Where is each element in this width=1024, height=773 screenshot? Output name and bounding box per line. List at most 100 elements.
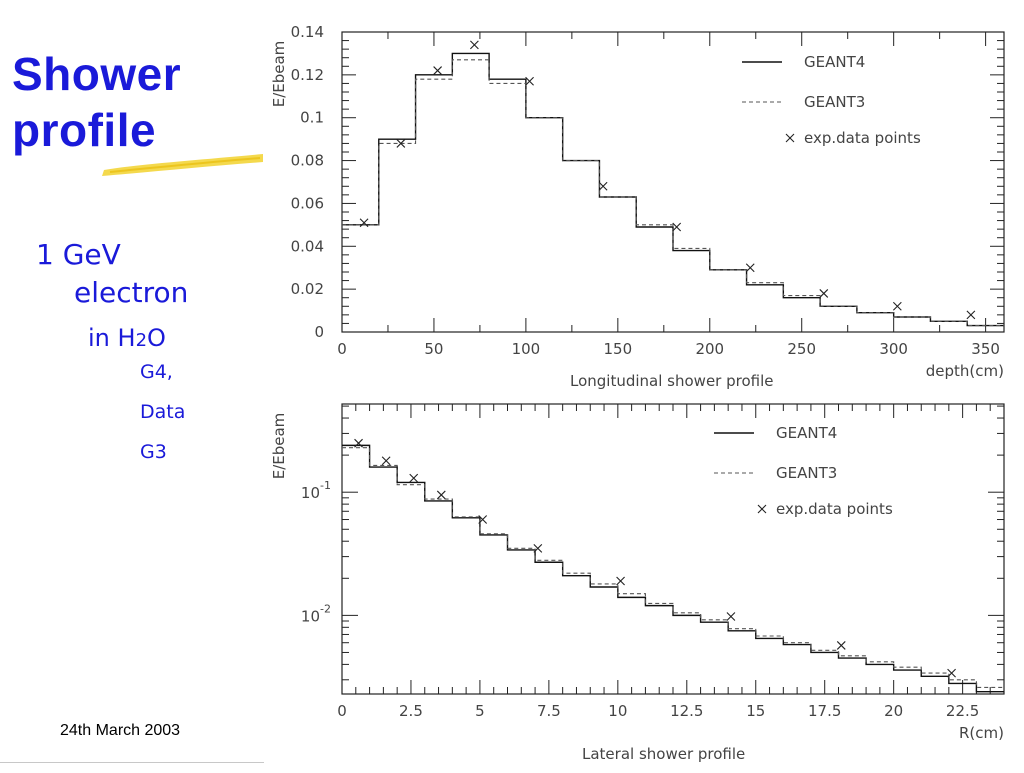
marker-stroke	[433, 66, 443, 75]
geant4-series-line	[342, 444, 1004, 693]
bullet-level1: 1 GeV electron	[36, 236, 188, 312]
bullet-text: Data	[140, 401, 186, 423]
marker-stroke	[785, 133, 795, 143]
data-point-marker	[892, 301, 902, 311]
data-point-marker	[436, 490, 446, 500]
bullet-list: 1 GeV electron in H2O G4, Data G3	[36, 236, 188, 472]
marker-stroke	[836, 641, 846, 650]
x-tick-label: 7.5	[537, 702, 561, 720]
legend-data-marker	[757, 504, 767, 514]
marker-stroke	[381, 456, 391, 466]
x-tick-label: 250	[787, 340, 816, 358]
plot-frame	[341, 403, 1005, 695]
marker-stroke	[947, 668, 956, 678]
marker-stroke	[726, 612, 736, 621]
data-point-marker	[470, 40, 479, 50]
data-point-marker	[354, 438, 363, 448]
marker-stroke	[478, 515, 488, 524]
x-tick-label: 100	[512, 340, 541, 358]
marker-stroke	[525, 76, 534, 86]
bullet-text: G3	[140, 441, 167, 463]
data-point-marker	[478, 515, 488, 524]
x-axis-label: depth(cm)	[926, 362, 1004, 380]
geant3-series-line	[342, 59, 1004, 327]
bullet-text: G4,	[140, 361, 173, 383]
slide-date: 24th March 2003	[60, 722, 181, 739]
legend-geant4-label: GEANT4	[776, 424, 837, 442]
data-point-marker	[819, 289, 829, 298]
bullet-level3: G4, Data G3	[36, 352, 188, 472]
x-tick-label: 0	[337, 340, 347, 358]
slide-title-line2: profile	[12, 104, 157, 156]
marker-stroke	[892, 301, 902, 311]
y-tick-label: 0.04	[291, 237, 324, 255]
x-tick-label: 2.5	[399, 702, 423, 720]
data-point-marker	[947, 668, 956, 678]
subscript: 2	[135, 330, 148, 351]
x-tick-label: 200	[695, 340, 724, 358]
bullet-text: 1 GeV	[36, 238, 121, 271]
x-tick-label: 22.5	[946, 702, 979, 720]
x-tick-label: 0	[337, 702, 347, 720]
y-tick-label: 0.14	[291, 26, 324, 41]
marker-stroke	[745, 263, 755, 273]
y-tick-label: 10	[301, 607, 320, 625]
bullet-text: in H	[88, 324, 136, 352]
y-tick-label: 0.1	[300, 109, 324, 127]
shower-profile-plots: 0 0.02 0.04 0.06 0.08 0.1 0.12 0.14 0 50 100 150 200…	[270, 23, 1005, 763]
plot-frame	[341, 31, 1005, 333]
x-tick-label: 50	[424, 340, 443, 358]
chart-title: Longitudinal shower profile	[570, 372, 774, 390]
data-point-marker	[359, 218, 369, 228]
y-axis-label: E/Ebeam	[270, 41, 288, 108]
marker-stroke	[672, 222, 682, 232]
marker-stroke	[757, 504, 767, 514]
data-point-marker	[381, 456, 391, 466]
marker-stroke	[436, 490, 446, 500]
bullet-text: O	[147, 324, 166, 352]
highlighter-swoosh	[102, 154, 263, 176]
chart-title: Lateral shower profile	[582, 745, 745, 763]
marker-stroke	[966, 310, 976, 320]
legend-data-label: exp.data points	[804, 129, 921, 147]
marker-stroke	[616, 576, 625, 586]
data-point-marker	[533, 543, 543, 553]
y-axis-label: E/Ebeam	[270, 413, 288, 480]
y-tick-label: 0.12	[291, 66, 324, 84]
plot-area: 0 0.02 0.04 0.06 0.08 0.1 0.12 0.14 0 50 100 150 200…	[264, 23, 1024, 768]
data-point-marker	[409, 473, 419, 483]
data-point-marker	[672, 222, 682, 232]
y-tick-label-exponent: -2	[320, 602, 331, 615]
x-tick-label: 17.5	[808, 702, 841, 720]
y-tick-label-exponent: -1	[320, 479, 331, 492]
x-tick-label: 350	[971, 340, 1000, 358]
y-tick-label: 0.06	[291, 194, 324, 212]
legend-geant3-label: GEANT3	[804, 93, 865, 111]
x-tick-label: 20	[884, 702, 903, 720]
data-point-marker	[836, 641, 846, 650]
x-tick-label: 300	[879, 340, 908, 358]
data-point-marker	[598, 181, 608, 191]
legend-data-label: exp.data points	[776, 500, 893, 518]
marker-stroke	[354, 438, 363, 448]
bullet-level2: in H2O	[36, 324, 188, 352]
geant4-series-line	[342, 52, 1004, 327]
marker-stroke	[409, 473, 419, 483]
legend-data-marker	[785, 133, 795, 143]
x-tick-label: 150	[604, 340, 633, 358]
x-tick-label: 15	[746, 702, 765, 720]
data-point-marker	[726, 612, 736, 621]
legend-geant4-label: GEANT4	[804, 53, 865, 71]
legend-geant3-label: GEANT3	[776, 464, 837, 482]
data-point-marker	[433, 66, 443, 75]
y-tick-label: 0.08	[291, 152, 324, 170]
y-tick-label: 0.02	[291, 280, 324, 298]
slide-title-line1: Shower	[12, 48, 182, 100]
marker-stroke	[819, 289, 829, 298]
marker-stroke	[598, 181, 608, 191]
marker-stroke	[533, 543, 543, 553]
geant3-series-line	[342, 447, 1004, 688]
x-tick-label: 12.5	[670, 702, 703, 720]
y-tick-label: 10	[301, 484, 320, 502]
data-point-marker	[966, 310, 976, 320]
